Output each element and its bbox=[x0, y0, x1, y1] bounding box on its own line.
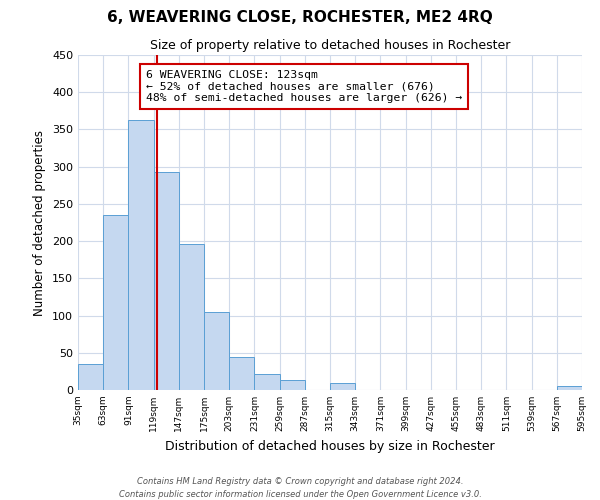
Bar bbox=[128, 120, 154, 390]
Bar bbox=[229, 357, 254, 390]
Bar bbox=[204, 312, 229, 390]
Text: Contains HM Land Registry data © Crown copyright and database right 2024.
Contai: Contains HM Land Registry data © Crown c… bbox=[119, 478, 481, 499]
Bar bbox=[179, 244, 204, 390]
Text: 6, WEAVERING CLOSE, ROCHESTER, ME2 4RQ: 6, WEAVERING CLOSE, ROCHESTER, ME2 4RQ bbox=[107, 10, 493, 25]
Text: 6 WEAVERING CLOSE: 123sqm
← 52% of detached houses are smaller (676)
48% of semi: 6 WEAVERING CLOSE: 123sqm ← 52% of detac… bbox=[146, 70, 462, 103]
Title: Size of property relative to detached houses in Rochester: Size of property relative to detached ho… bbox=[150, 40, 510, 52]
Bar bbox=[254, 374, 280, 390]
Bar bbox=[78, 364, 103, 390]
Bar bbox=[330, 382, 355, 390]
Bar bbox=[103, 215, 128, 390]
X-axis label: Distribution of detached houses by size in Rochester: Distribution of detached houses by size … bbox=[165, 440, 495, 452]
Bar bbox=[557, 386, 582, 390]
Bar bbox=[280, 380, 305, 390]
Bar bbox=[154, 172, 179, 390]
Y-axis label: Number of detached properties: Number of detached properties bbox=[34, 130, 46, 316]
